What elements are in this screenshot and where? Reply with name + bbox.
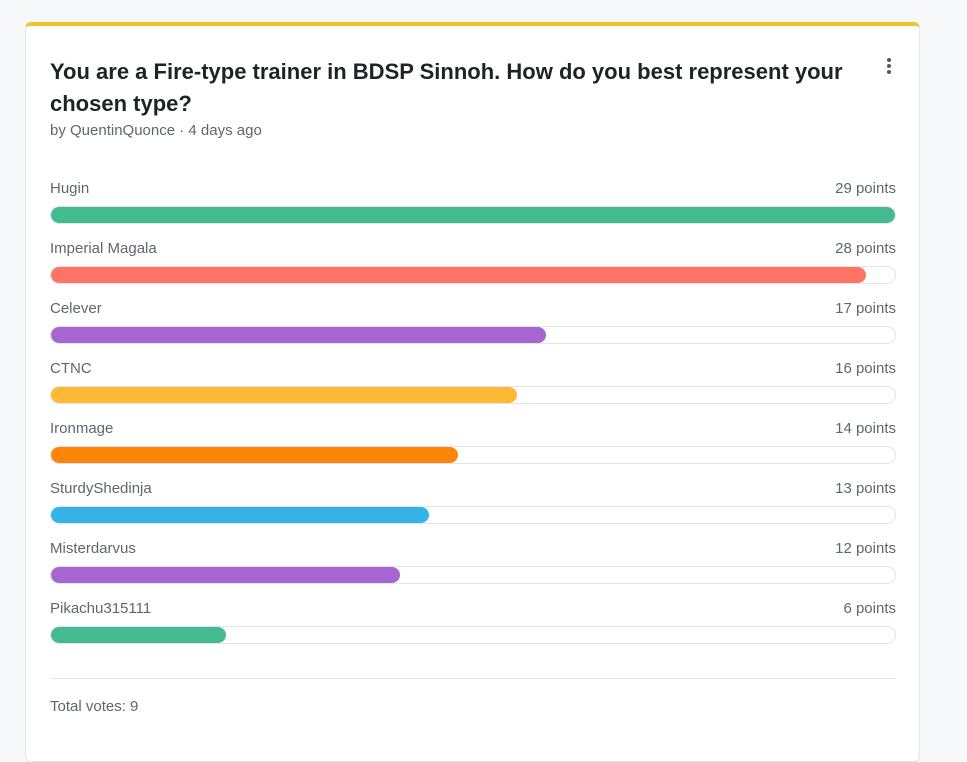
option-name: CTNC (50, 360, 92, 377)
option-name: Celever (50, 300, 102, 317)
option-bar-fill (51, 327, 546, 343)
option-points: 14 points (835, 420, 896, 437)
option-name: Pikachu315111 (50, 600, 152, 617)
poll-option: Hugin 29 points (50, 178, 896, 238)
option-bar-fill (51, 387, 517, 403)
option-name: Ironmage (50, 420, 114, 437)
poll-card: You are a Fire-type trainer in BDSP Sinn… (25, 22, 920, 762)
option-points: 13 points (835, 480, 896, 497)
option-bar-track (50, 506, 896, 524)
poll-option: Ironmage 14 points (50, 418, 896, 478)
option-bar-track (50, 446, 896, 464)
option-name: Hugin (50, 180, 90, 197)
option-bar-fill (51, 207, 895, 223)
poll-option: Pikachu315111 6 points (50, 598, 896, 658)
poll-options: Hugin 29 points Imperial Magala 28 point… (50, 178, 896, 658)
poll-title: You are a Fire-type trainer in BDSP Sinn… (50, 59, 843, 116)
poll-option: Misterdarvus 12 points (50, 538, 896, 598)
poll-option: SturdyShedinja 13 points (50, 478, 896, 538)
option-bar-fill (51, 267, 866, 283)
option-points: 16 points (835, 360, 896, 377)
option-points: 6 points (843, 600, 896, 617)
option-points: 12 points (835, 540, 896, 557)
option-name: Misterdarvus (50, 540, 136, 557)
poll-option: Celever 17 points (50, 298, 896, 358)
option-bar-fill (51, 447, 459, 463)
option-points: 29 points (835, 180, 896, 197)
option-name: Imperial Magala (50, 240, 157, 257)
option-bar-track (50, 266, 896, 284)
option-bar-fill (51, 627, 226, 643)
divider (50, 678, 896, 679)
total-votes: Total votes: 9 (50, 698, 139, 715)
option-bar-track (50, 206, 896, 224)
option-bar-track (50, 386, 896, 404)
poll-byline: by QuentinQuonce · 4 days ago (50, 122, 262, 139)
option-bar-track (50, 326, 896, 344)
poll-option: CTNC 16 points (50, 358, 896, 418)
option-bar-fill (51, 507, 430, 523)
option-bar-track (50, 566, 896, 584)
option-name: SturdyShedinja (50, 480, 152, 497)
option-points: 17 points (835, 300, 896, 317)
option-bar-track (50, 626, 896, 644)
more-vertical-icon[interactable] (883, 58, 895, 78)
option-points: 28 points (835, 240, 896, 257)
poll-option: Imperial Magala 28 points (50, 238, 896, 298)
option-bar-fill (51, 567, 401, 583)
